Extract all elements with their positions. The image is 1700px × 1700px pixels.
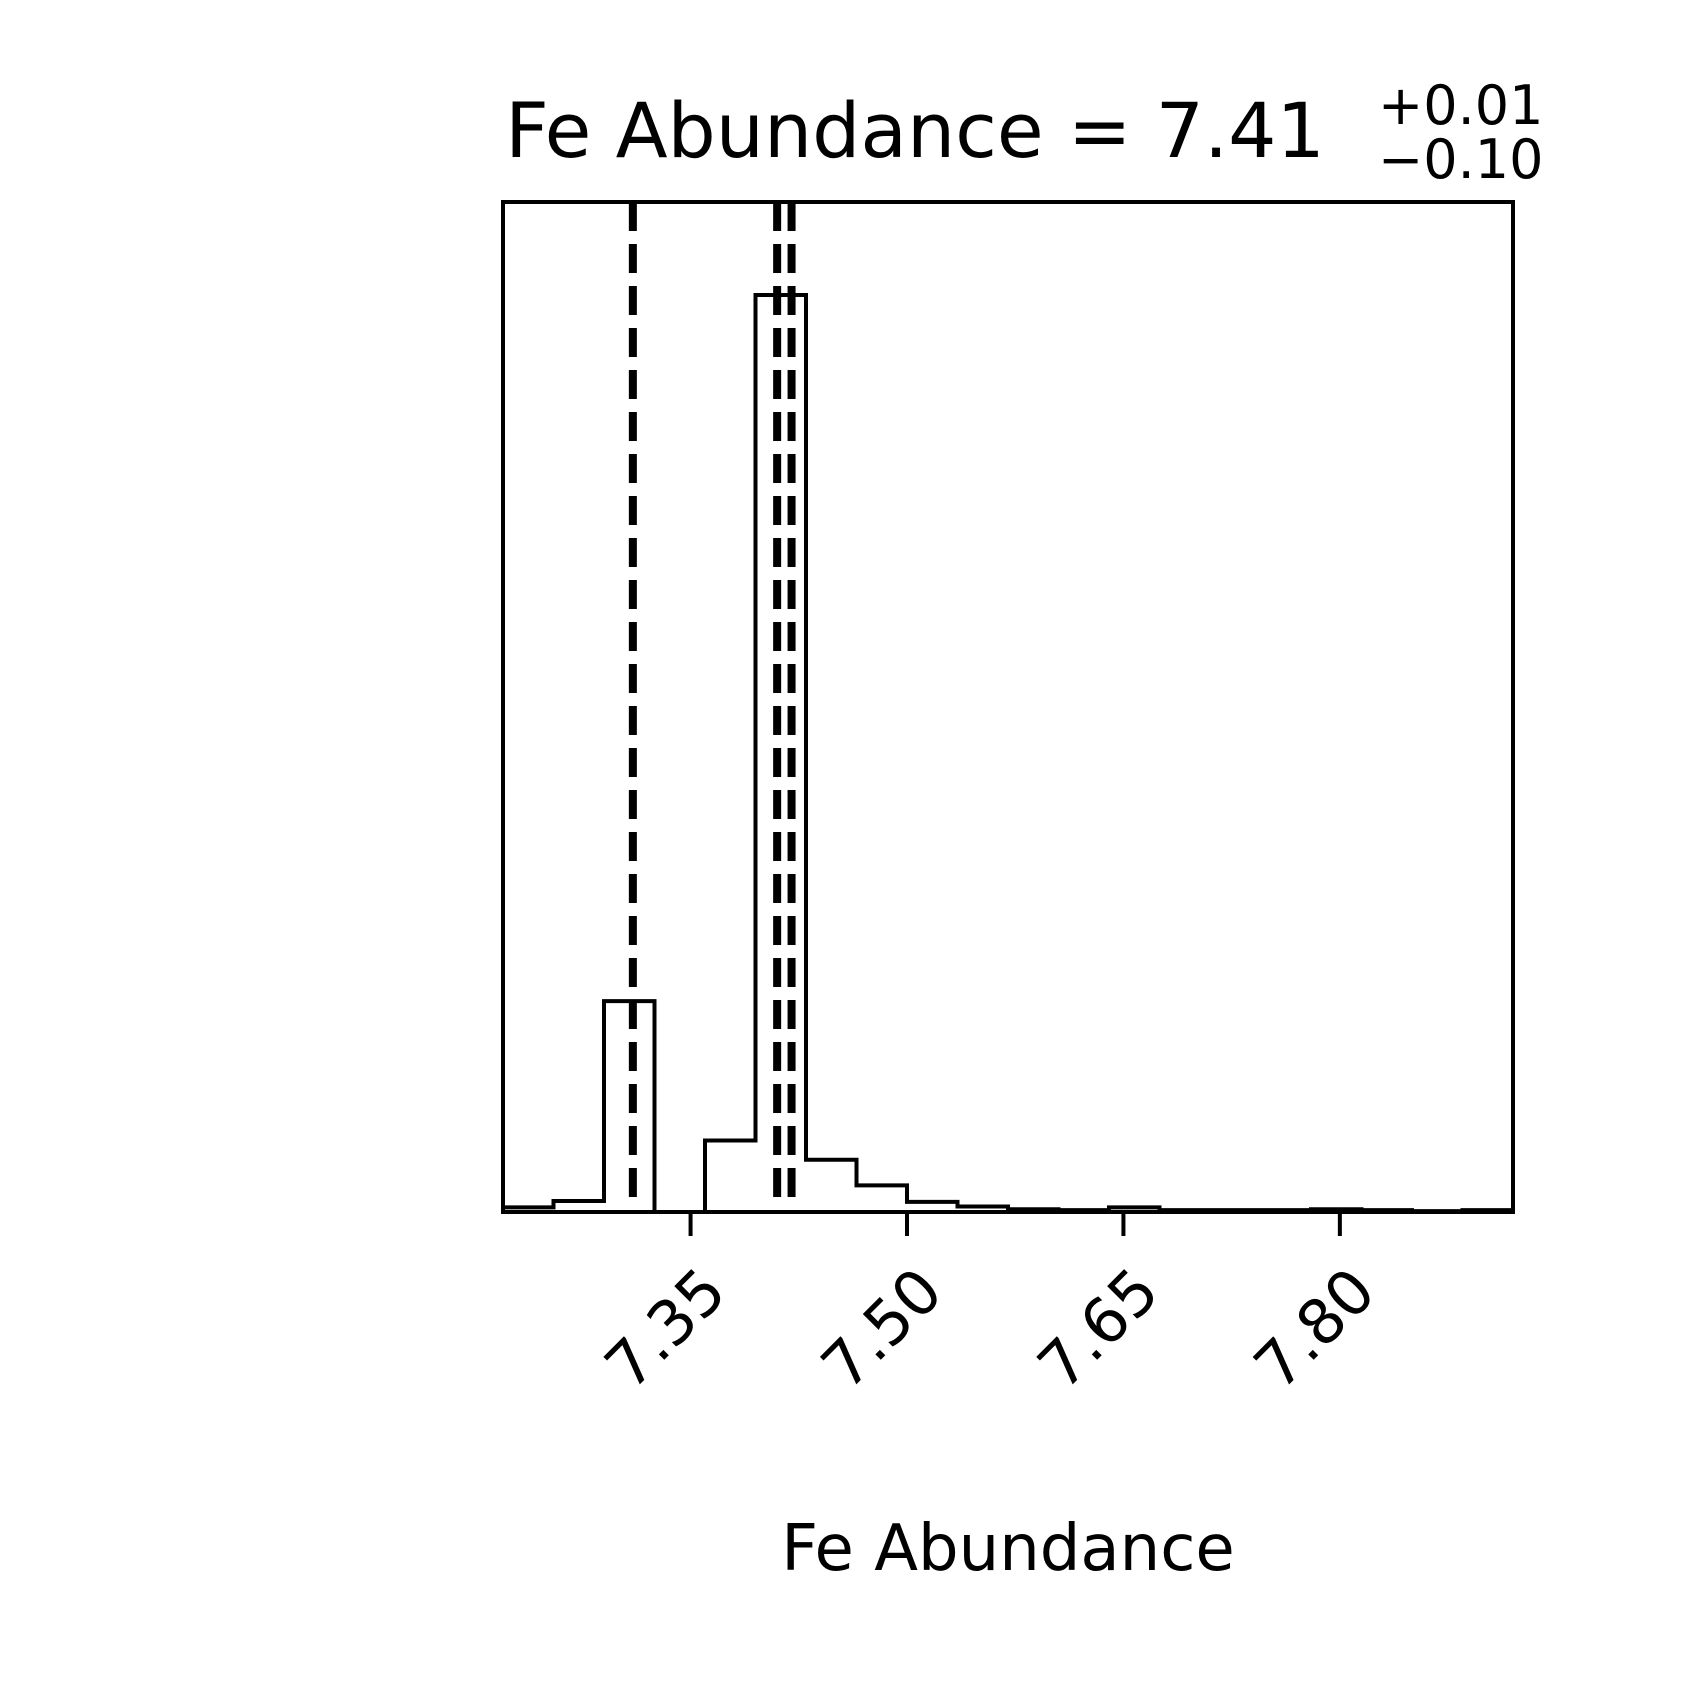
chart-title: Fe Abundance = 7.41 [505,86,1325,175]
histogram-bin [806,1160,857,1212]
histogram-bin [857,1185,908,1212]
histogram-bin [705,1140,756,1212]
x-tick-label: 7.50 [807,1254,956,1403]
axes-frame [501,200,1515,1214]
chart-title-sub: −0.10 [1378,128,1543,191]
x-axis-label: Fe Abundance [781,1512,1235,1586]
x-tick-label: 7.65 [1024,1254,1173,1403]
x-tick-label: 7.80 [1240,1254,1389,1403]
x-tick-label: 7.35 [591,1254,740,1403]
histogram-outline [501,293,1515,1214]
x-axis-ticks: 7.35 7.50 7.65 7.80 [591,1212,1389,1403]
chart-title-main: Fe Abundance = 7.41 [505,86,1325,175]
chart-title-sup: +0.01 [1378,74,1543,137]
plot-area [501,202,1515,1214]
